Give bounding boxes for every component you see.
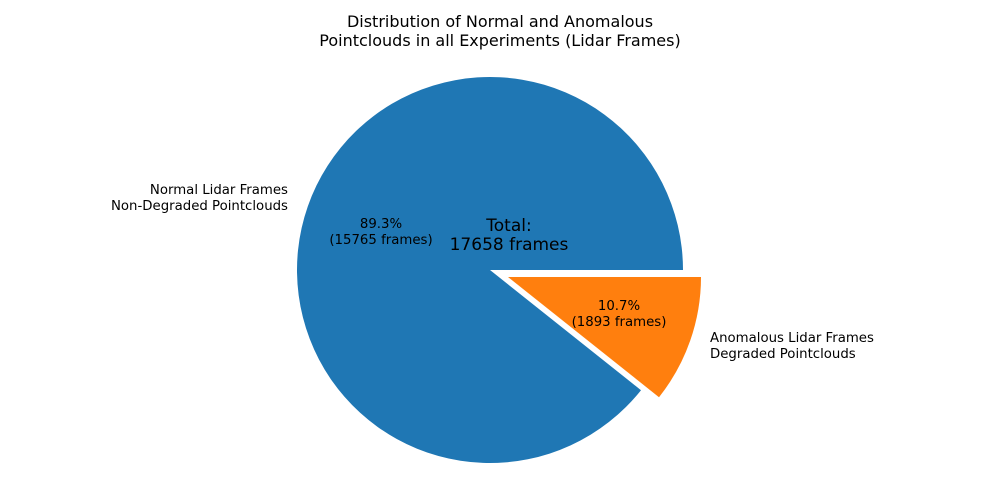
pct-label-normal: 89.3% (15765 frames): [329, 217, 433, 248]
slice-label-normal: Normal Lidar Frames Non-Degraded Pointcl…: [110, 183, 288, 214]
pie-slice-normal: [297, 77, 683, 464]
slice-label-anomalous: Anomalous Lidar Frames Degraded Pointclo…: [710, 331, 874, 362]
chart-title: Distribution of Normal and Anomalous Poi…: [319, 12, 681, 50]
pct-label-anomalous: 10.7% (1893 frames): [571, 299, 667, 330]
total-annotation: Total: 17658 frames: [449, 216, 569, 255]
pie-slice-anomalous: [508, 277, 701, 398]
